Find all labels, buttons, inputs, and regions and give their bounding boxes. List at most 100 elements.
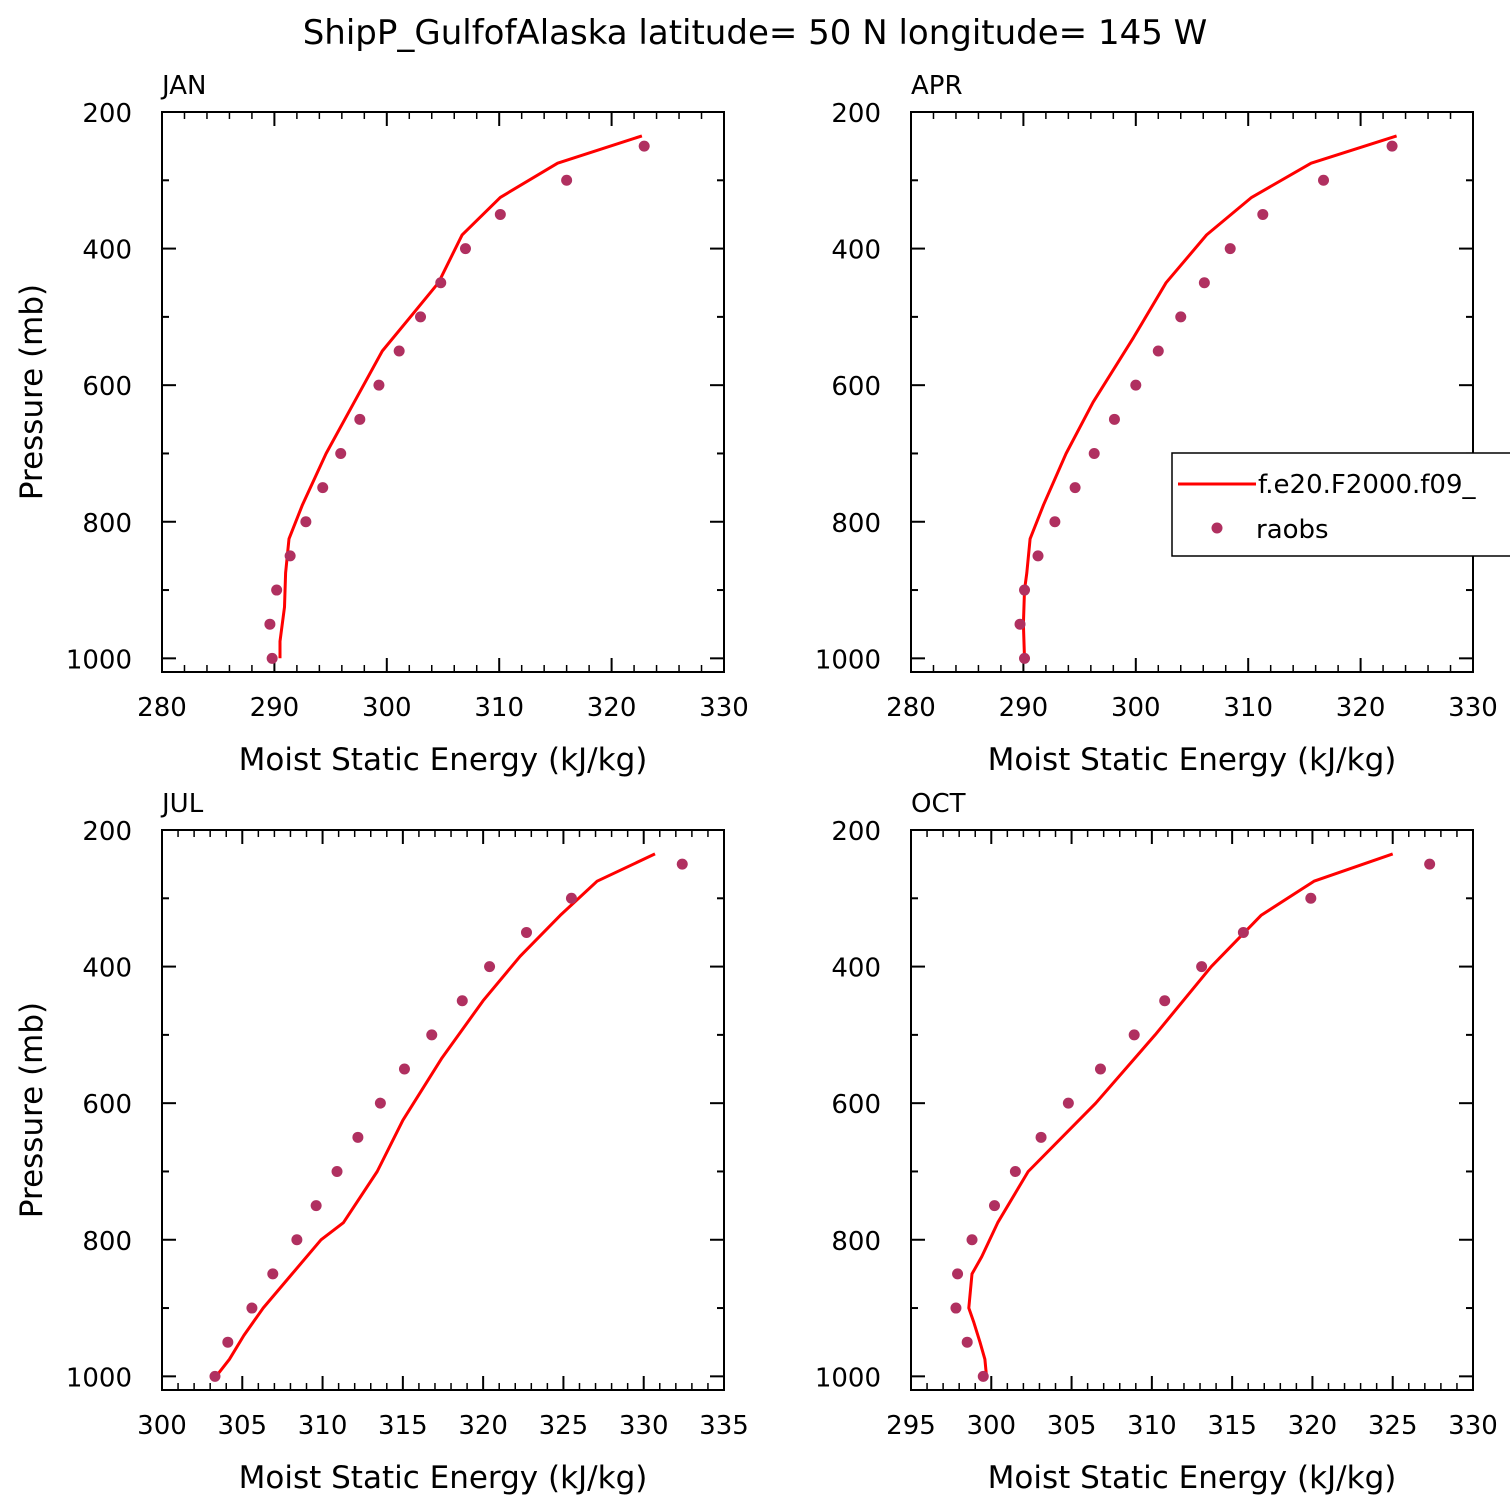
obs-point: [415, 311, 427, 323]
x-tick-label: 320: [587, 693, 637, 723]
obs-point: [426, 1029, 438, 1041]
x-tick-label: 295: [886, 1411, 936, 1441]
obs-point: [1224, 243, 1236, 255]
y-tick-label: 1000: [815, 1363, 881, 1393]
obs-point: [1035, 1131, 1047, 1143]
x-tick-label: 330: [699, 693, 749, 723]
y-axis-label: Pressure (mb): [14, 1002, 50, 1218]
y-tick-label: 400: [831, 236, 881, 266]
x-axis-label: Moist Static Energy (kJ/kg): [988, 1460, 1397, 1496]
obs-point: [246, 1302, 258, 1314]
y-tick-label: 1000: [66, 1363, 132, 1393]
y-axis-label: Pressure (mb): [14, 284, 50, 500]
x-tick-label: 330: [619, 1411, 669, 1441]
x-tick-label: 325: [1368, 1411, 1418, 1441]
obs-point: [966, 1234, 978, 1246]
x-tick-label: 280: [886, 693, 936, 723]
x-tick-label: 320: [1336, 693, 1386, 723]
obs-point: [676, 858, 688, 870]
obs-point: [331, 1165, 343, 1177]
legend-model-label: f.e20.F2000.f09_: [1258, 470, 1476, 500]
obs-point: [1424, 858, 1436, 870]
y-tick-label: 1000: [815, 645, 881, 675]
model-line-jan: [278, 134, 643, 659]
x-tick-label: 280: [137, 693, 187, 723]
y-tick-label: 400: [82, 236, 132, 266]
obs-point: [1237, 926, 1249, 938]
x-tick-label: 310: [298, 1411, 348, 1441]
obs-point: [459, 243, 471, 255]
x-tick-label: 300: [362, 693, 412, 723]
x-axis-label: Moist Static Energy (kJ/kg): [988, 742, 1397, 778]
x-tick-label: 300: [137, 1411, 187, 1441]
x-tick-label: 310: [474, 693, 524, 723]
panel-title-apr: APR: [911, 71, 963, 101]
obs-point: [284, 550, 296, 562]
y-tick-label: 200: [831, 817, 881, 847]
y-tick-label: 200: [82, 99, 132, 129]
obs-point: [398, 1063, 410, 1075]
y-tick-label: 200: [82, 817, 132, 847]
obs-point: [209, 1370, 221, 1382]
y-tick-label: 1000: [66, 645, 132, 675]
y-tick-label: 400: [831, 954, 881, 984]
panel-apr: 280 290 300 310 320 330 200 400 600 800 1000 APR Moi…: [815, 71, 1510, 778]
y-tick-label: 400: [82, 954, 132, 984]
obs-point: [1014, 618, 1026, 630]
obs-point: [352, 1131, 364, 1143]
obs-point: [565, 892, 577, 904]
obs-point: [222, 1336, 234, 1348]
x-tick-label: 320: [1288, 1411, 1338, 1441]
legend-box: [1171, 452, 1510, 557]
obs-point: [1196, 961, 1208, 973]
obs-point: [1152, 345, 1164, 357]
y-tick-label: 800: [831, 1227, 881, 1257]
obs-point: [456, 995, 468, 1007]
y-tick-label: 800: [831, 509, 881, 539]
obs-point: [520, 926, 532, 938]
panel-title-oct: OCT: [911, 789, 966, 819]
x-tick-label: 325: [539, 1411, 589, 1441]
obs-point: [1198, 277, 1210, 289]
obs-point: [494, 208, 506, 220]
obs-point: [950, 1302, 962, 1314]
x-tick-label: 305: [217, 1411, 267, 1441]
obs-point: [1159, 995, 1171, 1007]
obs-point: [300, 516, 312, 528]
obs-point: [1175, 311, 1187, 323]
obs-point: [952, 1268, 964, 1280]
y-tick-label: 800: [82, 509, 132, 539]
x-tick-label: 330: [1448, 1411, 1498, 1441]
plot-frame-jul: [161, 829, 725, 1391]
obs-point: [264, 618, 276, 630]
obs-point: [1130, 379, 1142, 391]
x-tick-label: 290: [250, 693, 300, 723]
obs-point: [1305, 892, 1317, 904]
y-tick-label: 600: [82, 372, 132, 402]
y-tick-label: 600: [831, 372, 881, 402]
panels: 280 290 300 310 320 330 200 400 600 800 1000 JAN Moi…: [14, 71, 1510, 1496]
obs-point: [1128, 1029, 1140, 1041]
obs-point: [561, 174, 573, 186]
x-tick-label: 310: [1223, 693, 1273, 723]
obs-point: [317, 482, 329, 494]
obs-point: [961, 1336, 973, 1348]
y-tick-label: 800: [82, 1227, 132, 1257]
x-tick-label: 315: [378, 1411, 428, 1441]
obs-point: [1032, 550, 1044, 562]
x-tick-label: 290: [999, 693, 1049, 723]
obs-point: [266, 652, 278, 664]
panel-jul: 300 305 310 315 320 325 330 335 200 400 600 800 1000…: [14, 789, 749, 1496]
obs-point: [373, 379, 385, 391]
legend-obs-label: raobs: [1256, 515, 1329, 545]
x-tick-label: 330: [1448, 693, 1498, 723]
panel-title-jul: JUL: [160, 789, 204, 819]
plot-frame-jan: [161, 111, 725, 673]
obs-point: [267, 1268, 279, 1280]
model-line-jul: [212, 852, 656, 1381]
plot-frame-apr: [910, 111, 1474, 673]
obs-point: [484, 961, 496, 973]
x-tick-label: 300: [966, 1411, 1016, 1441]
obs-point: [310, 1200, 322, 1212]
